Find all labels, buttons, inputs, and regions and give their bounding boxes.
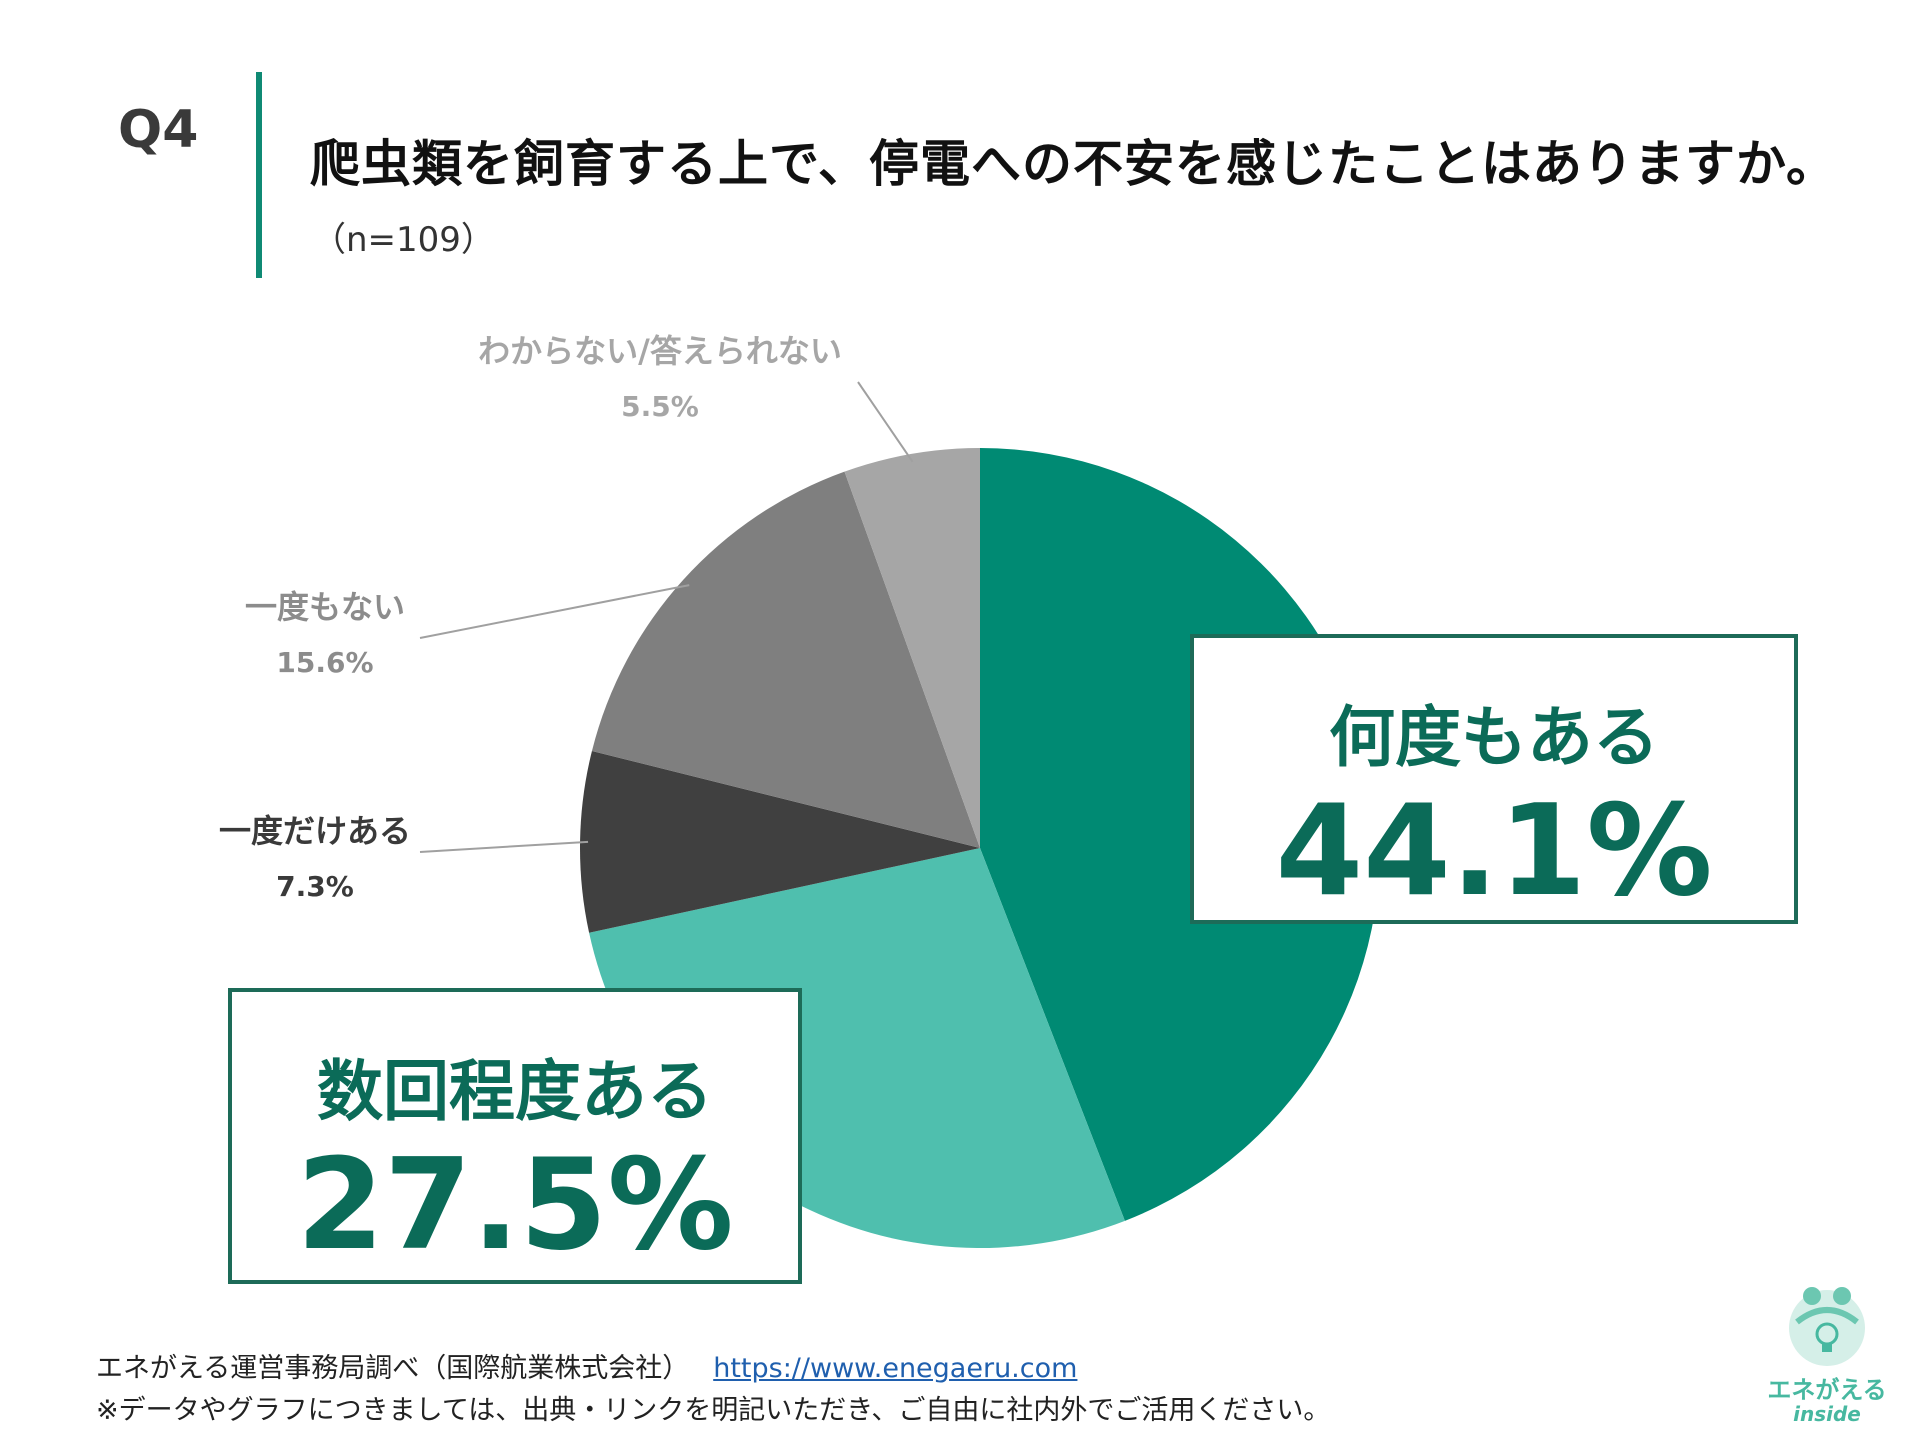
callout-several-times: 数回程度ある 27.5% — [228, 988, 802, 1284]
source-text: エネがえる運営事務局調べ（国際航業株式会社） — [96, 1353, 690, 1384]
logo-text: エネがえる — [1767, 1376, 1887, 1404]
callout-label: 何度もある — [1329, 699, 1659, 776]
leader-line — [857, 381, 914, 463]
slice-label: 一度だけある — [219, 812, 411, 850]
slice-once — [580, 750, 980, 933]
leader-line — [419, 584, 690, 639]
footer-note: ※データやグラフにつきましては、出典・リンクを明記いただき、ご自由に社内外でご活… — [96, 1395, 1331, 1426]
sample-size: （n=109） — [312, 220, 495, 260]
slice-label: 一度もない — [245, 588, 405, 626]
slice-unknown — [844, 448, 980, 848]
callout-label: 数回程度ある — [317, 1053, 713, 1130]
slice-label: わからない/答えられない — [478, 332, 842, 370]
slice-percent: 5.5% — [621, 390, 699, 423]
lightbulb-frog-icon — [1789, 1287, 1865, 1366]
leader-line — [419, 840, 589, 853]
title-accent-bar — [256, 72, 262, 278]
footer-source: エネがえる運営事務局調べ（国際航業株式会社） https://www.enegae… — [96, 1346, 1077, 1385]
question-title: 爬虫類を飼育する上で、停電への不安を感じたことはありますか。 — [310, 135, 1837, 193]
source-link[interactable]: https://www.enegaeru.com — [713, 1353, 1078, 1384]
callout-percent: 44.1% — [1275, 777, 1713, 924]
callout-many-times: 何度もある 44.1% — [1190, 634, 1798, 924]
slice-percent: 15.6% — [276, 646, 373, 679]
logo-subtext: inside — [1793, 1402, 1861, 1426]
slice-percent: 7.3% — [276, 870, 354, 903]
slice-never — [591, 471, 980, 848]
question-number: Q4 — [118, 100, 199, 160]
enegaeru-logo: エネがえる inside — [1752, 1278, 1902, 1428]
callout-percent: 27.5% — [296, 1131, 734, 1278]
